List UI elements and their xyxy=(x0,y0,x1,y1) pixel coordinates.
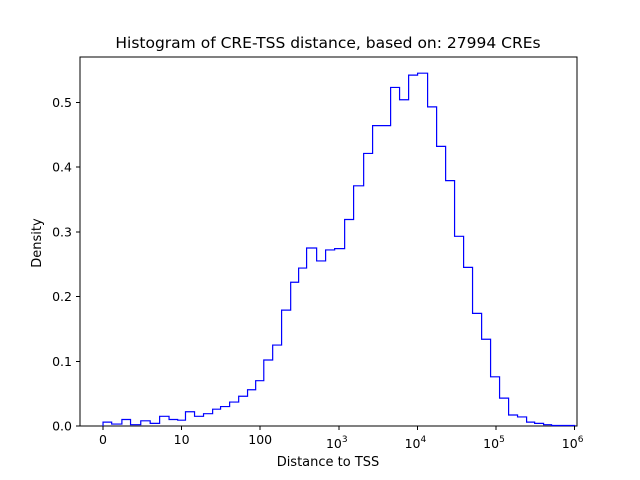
x-tick-label: 100 xyxy=(248,432,272,447)
x-tick-label: 103 xyxy=(326,435,348,451)
plot-area xyxy=(79,56,578,427)
y-tick-label: 0.3 xyxy=(52,224,72,239)
chart-title: Histogram of CRE-TSS distance, based on:… xyxy=(115,34,540,52)
x-axis: 0 10 100 103 104 105 106 xyxy=(99,426,584,451)
histogram-step-line xyxy=(102,72,576,427)
x-tick-label: 105 xyxy=(483,435,505,451)
y-axis: 0.0 0.1 0.2 0.3 0.4 0.5 xyxy=(52,95,80,434)
y-tick-label: 0.5 xyxy=(52,95,72,110)
x-axis-label: Distance to TSS xyxy=(277,455,380,470)
x-tick-label: 0 xyxy=(99,432,107,447)
y-axis-label: Density xyxy=(30,218,45,268)
x-tick-label: 10 xyxy=(174,432,190,447)
y-tick-label: 0.2 xyxy=(52,289,72,304)
y-tick-label: 0.1 xyxy=(52,354,72,369)
y-tick-label: 0.4 xyxy=(52,160,72,175)
x-tick-label: 104 xyxy=(405,435,427,451)
x-tick-label: 106 xyxy=(562,435,584,451)
y-tick-label: 0.0 xyxy=(52,419,72,434)
